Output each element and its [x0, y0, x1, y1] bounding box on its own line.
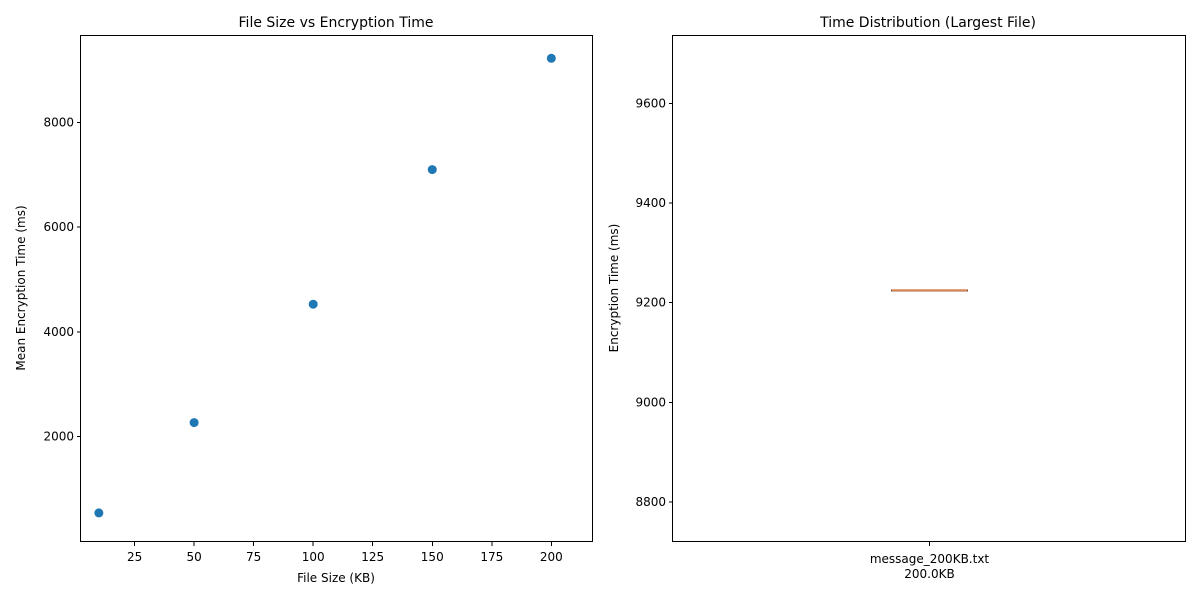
box-y-tick-label: 8800: [635, 495, 666, 509]
scatter-chart-title: File Size vs Encryption Time: [239, 15, 434, 31]
scatter-y-ticks: 2000 4000 6000 8000: [43, 115, 81, 444]
scatter-x-tick-label: 200: [540, 550, 563, 564]
scatter-x-ticks: 25 50 75 100 125 150 175 200: [127, 542, 563, 564]
scatter-x-tick-label: 100: [302, 550, 325, 564]
box-plot-frame: [672, 35, 1186, 542]
scatter-plot-frame: [80, 35, 593, 542]
scatter-point: [94, 508, 104, 518]
scatter-y-axis-label: Mean Encryption Time (ms): [14, 205, 28, 370]
scatter-y-tick-label: 4000: [43, 325, 74, 339]
box-y-tick-label: 9200: [635, 296, 666, 310]
scatter-point: [189, 418, 199, 428]
box-y-ticks: 8800 9000 9200 9400 9600: [635, 96, 673, 509]
scatter-x-tick-label: 150: [421, 550, 444, 564]
scatter-x-tick-label: 175: [480, 550, 503, 564]
box-y-axis-label: Encryption Time (ms): [607, 224, 621, 353]
scatter-x-tick-label: 50: [186, 550, 201, 564]
box-y-tick-label: 9600: [635, 96, 666, 110]
scatter-y-tick-label: 6000: [43, 220, 74, 234]
scatter-y-tick-label: 2000: [43, 430, 74, 444]
scatter-y-tick-label: 8000: [43, 115, 74, 129]
scatter-points: [94, 53, 556, 518]
box-y-tick-label: 9400: [635, 196, 666, 210]
scatter-point: [308, 299, 318, 309]
box-marks: [891, 289, 968, 292]
box-chart: Time Distribution (Largest File) Encrypt…: [607, 15, 1186, 581]
scatter-x-tick-label: 25: [127, 550, 142, 564]
scatter-point: [546, 53, 556, 63]
scatter-point: [427, 165, 437, 175]
scatter-x-tick-label: 75: [246, 550, 261, 564]
box-chart-title: Time Distribution (Largest File): [819, 15, 1036, 31]
scatter-x-axis-label: File Size (KB): [297, 571, 375, 585]
box-x-tick-label: message_200KB.txt: [870, 552, 990, 566]
box-y-tick-label: 9000: [635, 395, 666, 409]
scatter-x-tick-label: 125: [361, 550, 384, 564]
box-x-tick-label: 200.0KB: [904, 567, 954, 581]
scatter-chart: File Size vs Encryption Time File Size (…: [14, 15, 593, 585]
